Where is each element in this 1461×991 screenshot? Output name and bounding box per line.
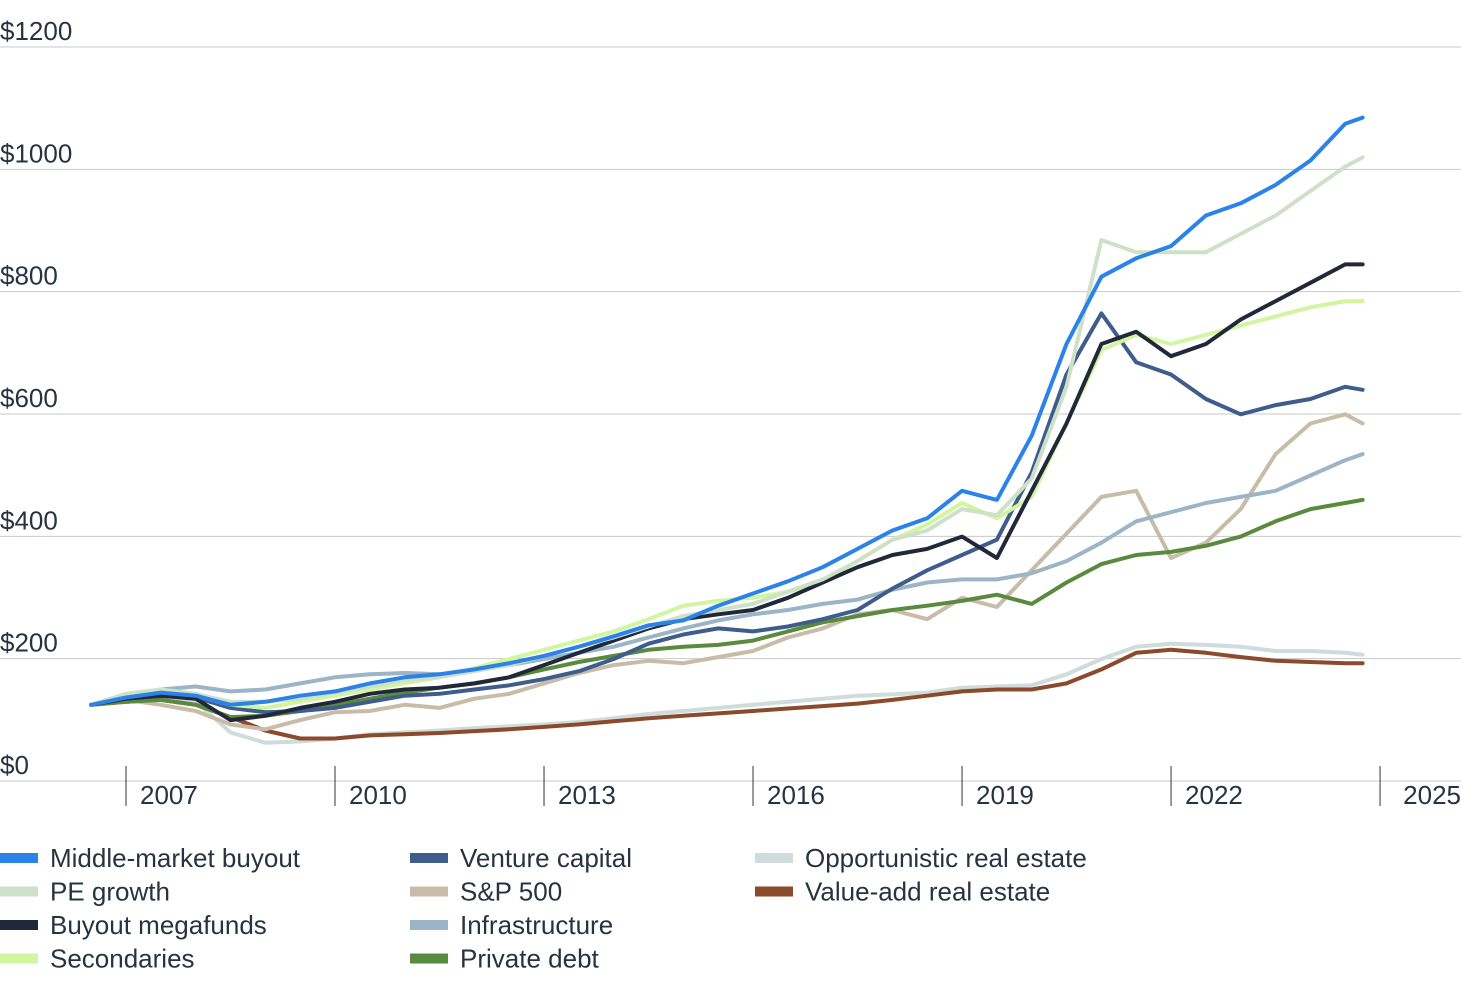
series-line-middle-market-buyout	[89, 115, 1365, 707]
legend-label-infrastructure: Infrastructure	[460, 910, 613, 940]
y-tick-label: $0	[0, 750, 29, 780]
y-tick-label: $400	[0, 505, 58, 535]
series-line-buyout-megafunds	[89, 262, 1365, 723]
x-axis: 2007 2010 2013 2016 2019 2022 2025	[125, 766, 1461, 810]
series-line-secondaries	[89, 299, 1365, 710]
x-tick-label: 2019	[976, 780, 1034, 810]
y-tick-label: $1000	[0, 138, 72, 168]
legend-label-s-p-500: S&P 500	[460, 877, 562, 907]
series-line-venture-capital	[89, 311, 1365, 715]
legend-label-middle-market-buyout: Middle-market buyout	[50, 843, 301, 873]
x-tick-label: 2025	[1403, 780, 1461, 810]
legend-swatch-value-add-real-estate	[755, 886, 793, 897]
legend-swatch-s-p-500	[410, 886, 448, 897]
series-line-opportunistic-real-estate	[89, 641, 1365, 745]
legend-swatch-middle-market-buyout	[0, 853, 38, 863]
legend-label-value-add-real-estate: Value-add real estate	[805, 877, 1050, 907]
legend-label-private-debt: Private debt	[460, 944, 600, 974]
x-tick-label: 2007	[140, 780, 198, 810]
y-tick-label: $800	[0, 261, 58, 291]
legend-swatch-infrastructure	[410, 920, 448, 930]
series-line-pe-growth	[89, 155, 1365, 707]
legend-label-secondaries: Secondaries	[50, 944, 195, 974]
gridlines	[0, 46, 1461, 782]
y-tick-label: $600	[0, 383, 58, 413]
series-line-s-p-500	[89, 412, 1365, 732]
legend-swatch-secondaries	[0, 953, 38, 964]
legend-swatch-venture-capital	[410, 853, 448, 863]
x-tick-label: 2010	[349, 780, 407, 810]
x-tick-label: 2022	[1185, 780, 1243, 810]
y-tick-label: $200	[0, 628, 58, 658]
legend-swatch-buyout-megafunds	[0, 920, 38, 930]
x-tick-label: 2013	[558, 780, 616, 810]
legend-label-opportunistic-real-estate: Opportunistic real estate	[805, 843, 1087, 873]
legend-swatch-pe-growth	[0, 886, 38, 897]
legend-swatch-opportunistic-real-estate	[755, 853, 793, 863]
legend-swatch-private-debt	[410, 953, 448, 964]
y-axis-tick-labels: $0 $200 $400 $600 $800 $1000 $1200	[0, 16, 72, 780]
series-line-infrastructure	[89, 452, 1365, 707]
x-tick-label: 2016	[767, 780, 825, 810]
y-tick-label: $1200	[0, 16, 72, 46]
legend-label-venture-capital: Venture capital	[460, 843, 632, 873]
series-line-value-add-real-estate	[89, 647, 1365, 741]
series-lines	[89, 115, 1365, 745]
legend-label-pe-growth: PE growth	[50, 877, 170, 907]
legend-label-buyout-megafunds: Buyout megafunds	[50, 910, 267, 940]
